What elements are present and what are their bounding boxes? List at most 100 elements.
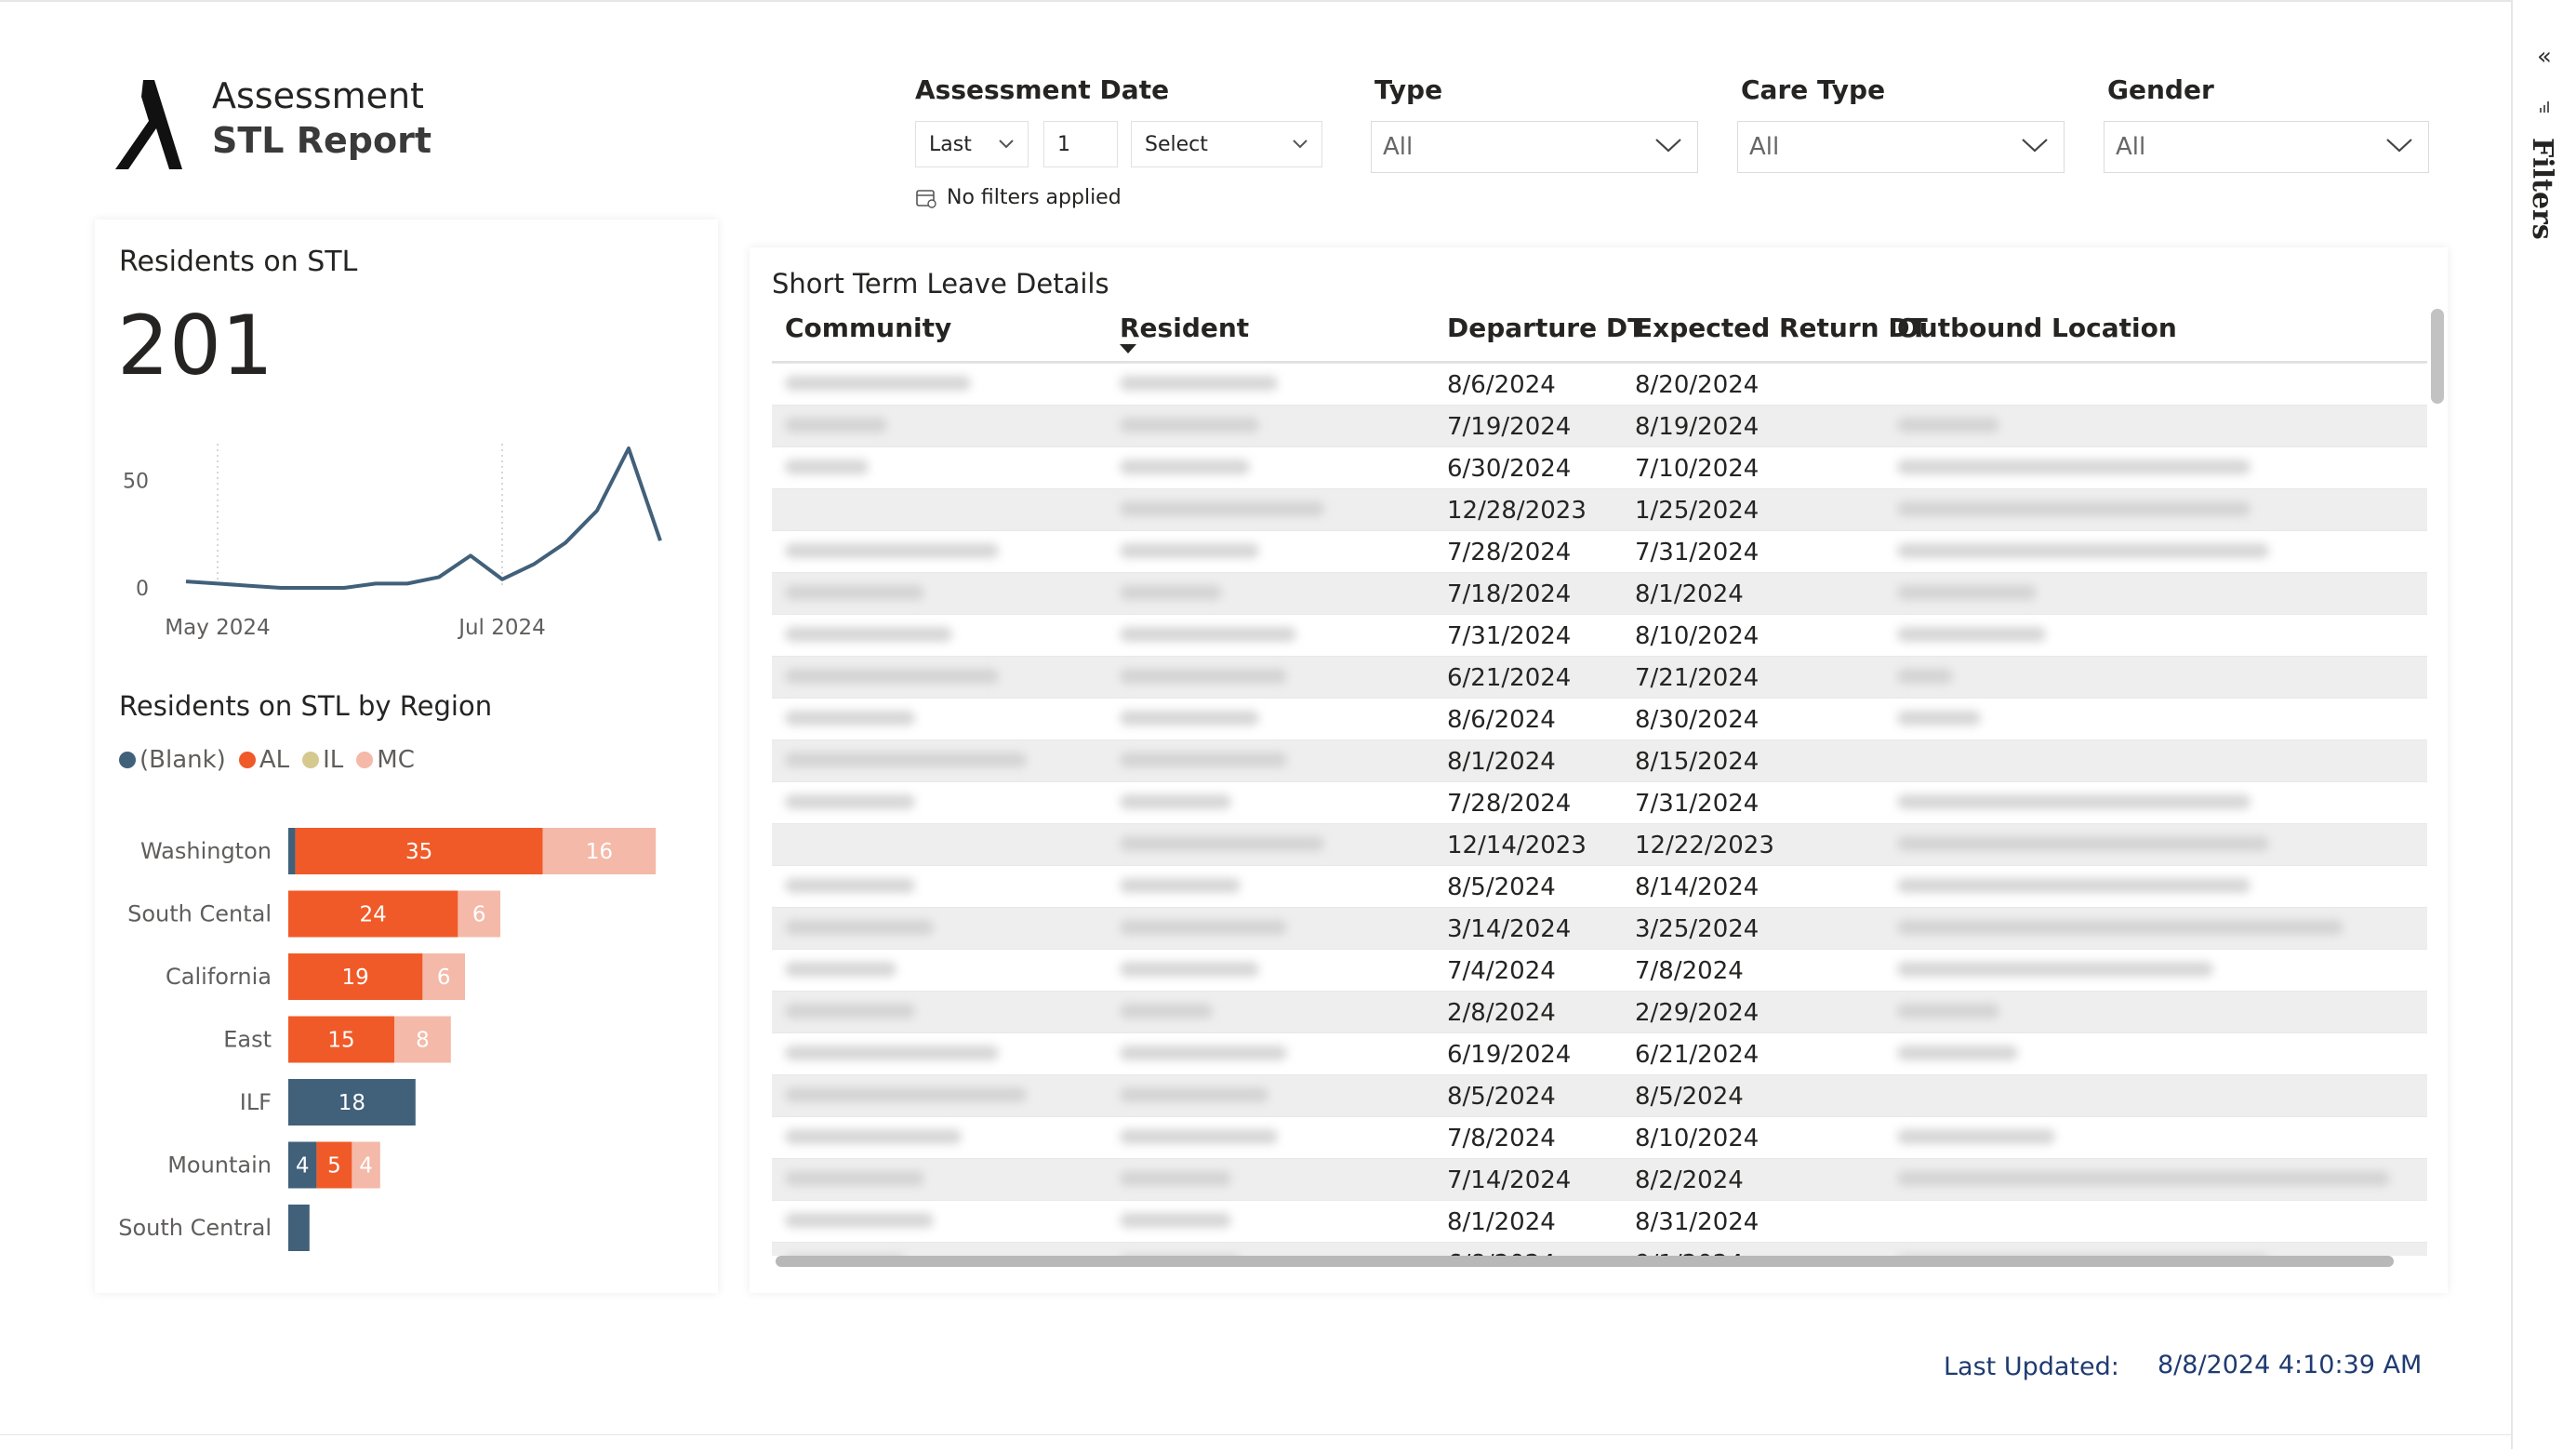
bar-segment-3[interactable] bbox=[394, 1016, 451, 1063]
relative-date-period-select[interactable]: Last bbox=[915, 121, 1029, 167]
bar-segment-3[interactable] bbox=[542, 828, 657, 874]
horizontal-scrollbar[interactable] bbox=[776, 1256, 2394, 1267]
kpi-value: 201 bbox=[117, 298, 273, 393]
table-row[interactable]: 8/6/2024 8/20/2024 bbox=[772, 363, 2427, 405]
table-row[interactable]: 7/8/2024 8/10/2024 bbox=[772, 1116, 2427, 1158]
table-row[interactable]: 8/5/2024 8/14/2024 bbox=[772, 865, 2427, 907]
table-row[interactable]: 2/8/2024 2/29/2024 bbox=[772, 991, 2427, 1032]
departure-dt-cell: 7/8/2024 bbox=[1447, 1125, 1556, 1152]
table-row[interactable]: 12/28/2023 1/25/2024 bbox=[772, 488, 2427, 530]
col-header-departure[interactable]: Departure DT bbox=[1447, 313, 1646, 343]
bar-segment-3[interactable] bbox=[352, 1141, 380, 1189]
redacted-location bbox=[1897, 460, 2251, 474]
vertical-scrollbar[interactable] bbox=[2431, 309, 2444, 404]
redacted-resident bbox=[1120, 376, 1278, 391]
filters-pane-label[interactable]: Filters bbox=[2526, 138, 2558, 240]
table-row[interactable]: 8/1/2024 8/15/2024 bbox=[772, 739, 2427, 781]
redacted-location bbox=[1897, 878, 2251, 893]
bar-segment-3[interactable] bbox=[458, 890, 500, 938]
redacted-resident bbox=[1120, 627, 1296, 642]
redacted-location bbox=[1897, 585, 2037, 600]
col-header-community[interactable]: Community bbox=[785, 313, 952, 343]
table-row[interactable]: 12/14/2023 12/22/2023 bbox=[772, 823, 2427, 865]
expected-return-dt-cell: 9/1/2024 bbox=[1635, 1250, 1744, 1256]
col-header-outbound-location[interactable]: Outbound Location bbox=[1897, 313, 2177, 343]
bar-segment-1[interactable] bbox=[295, 828, 543, 874]
bar-segment-1[interactable] bbox=[288, 890, 458, 938]
no-filters-text: No filters applied bbox=[947, 186, 1122, 209]
expected-return-dt-cell: 8/5/2024 bbox=[1635, 1083, 1744, 1111]
table-row[interactable]: 7/14/2024 8/2/2024 bbox=[772, 1158, 2427, 1200]
redacted-location bbox=[1897, 1129, 2055, 1144]
bar-segment-0[interactable] bbox=[288, 1079, 416, 1126]
redacted-location bbox=[1897, 1004, 1999, 1019]
region-category-label: California bbox=[166, 964, 272, 990]
redacted-community bbox=[785, 1087, 1027, 1102]
table-row[interactable]: 7/28/2024 7/31/2024 bbox=[772, 530, 2427, 572]
table-row[interactable]: 6/30/2024 7/10/2024 bbox=[772, 446, 2427, 488]
trend-line[interactable] bbox=[185, 446, 662, 590]
legend-item-mc[interactable]: MC bbox=[356, 746, 415, 774]
table-row[interactable]: 7/4/2024 7/8/2024 bbox=[772, 949, 2427, 991]
redacted-resident bbox=[1120, 794, 1231, 809]
departure-dt-cell: 7/4/2024 bbox=[1447, 957, 1556, 985]
table-row[interactable]: 8/6/2024 8/30/2024 bbox=[772, 698, 2427, 739]
relative-date-count-input[interactable]: 1 bbox=[1043, 121, 1118, 167]
bar-segment-3[interactable] bbox=[422, 953, 465, 1000]
table-row[interactable]: 7/31/2024 8/10/2024 bbox=[772, 614, 2427, 656]
double-chevron-left-icon[interactable]: « bbox=[2537, 43, 2552, 71]
y-tick-label: 0 bbox=[136, 578, 149, 601]
table-row[interactable]: 6/8/2024 9/1/2024 bbox=[772, 1242, 2427, 1256]
legend-label-il: IL bbox=[323, 746, 344, 774]
legend-dot-blank bbox=[119, 752, 136, 768]
legend-item-al[interactable]: AL bbox=[238, 746, 289, 774]
table-row[interactable]: 8/1/2024 8/31/2024 bbox=[772, 1200, 2427, 1242]
bar-segment-0[interactable] bbox=[288, 828, 296, 874]
legend-dot-al bbox=[238, 752, 256, 768]
care-type-value: All bbox=[1749, 133, 1780, 161]
bar-segment-0[interactable] bbox=[288, 1141, 317, 1189]
col-header-expected-return[interactable]: Expected Return DT bbox=[1635, 313, 1928, 343]
gender-dropdown[interactable]: All bbox=[2104, 121, 2429, 173]
table-row[interactable]: 6/21/2024 7/21/2024 bbox=[772, 656, 2427, 698]
legend-item-blank[interactable]: (Blank) bbox=[119, 746, 226, 774]
departure-dt-cell: 8/6/2024 bbox=[1447, 706, 1556, 734]
table-row[interactable]: 7/18/2024 8/1/2024 bbox=[772, 572, 2427, 614]
y-tick-label: 50 bbox=[123, 471, 149, 494]
departure-dt-cell: 6/8/2024 bbox=[1447, 1250, 1556, 1256]
care-type-label: Care Type bbox=[1741, 74, 1886, 105]
redacted-resident bbox=[1120, 836, 1324, 851]
type-dropdown[interactable]: All bbox=[1371, 121, 1698, 173]
redacted-location bbox=[1897, 1171, 2390, 1186]
bar-segment-0[interactable] bbox=[288, 1205, 310, 1251]
bar-data-label: 35 bbox=[405, 840, 432, 864]
kpi-title: Residents on STL bbox=[119, 246, 358, 278]
expected-return-dt-cell: 8/14/2024 bbox=[1635, 873, 1759, 901]
departure-dt-cell: 8/1/2024 bbox=[1447, 748, 1556, 776]
report-title: Assessment STL Report bbox=[212, 74, 432, 163]
region-category-label: Mountain bbox=[167, 1152, 272, 1179]
funnel-icon[interactable] bbox=[2539, 99, 2554, 121]
table-row[interactable]: 7/28/2024 7/31/2024 bbox=[772, 781, 2427, 823]
bar-data-label: 4 bbox=[359, 1154, 373, 1179]
redacted-resident bbox=[1120, 1171, 1231, 1186]
table-row[interactable]: 3/14/2024 3/25/2024 bbox=[772, 907, 2427, 949]
legend-item-il[interactable]: IL bbox=[302, 746, 343, 774]
table-row[interactable]: 7/19/2024 8/19/2024 bbox=[772, 405, 2427, 446]
bar-data-label: 8 bbox=[416, 1029, 430, 1053]
region-category-label: South Cental bbox=[127, 901, 272, 927]
bar-segment-1[interactable] bbox=[288, 1016, 394, 1063]
company-logo bbox=[115, 80, 182, 169]
table-row[interactable]: 6/19/2024 6/21/2024 bbox=[772, 1032, 2427, 1074]
bar-segment-1[interactable] bbox=[316, 1141, 352, 1189]
table-row[interactable]: 8/5/2024 8/5/2024 bbox=[772, 1074, 2427, 1116]
last-updated-label: Last Updated: bbox=[1944, 1352, 2119, 1381]
col-header-resident[interactable]: Resident bbox=[1120, 313, 1250, 343]
redacted-community bbox=[785, 1255, 906, 1256]
care-type-dropdown[interactable]: All bbox=[1737, 121, 2065, 173]
bar-segment-1[interactable] bbox=[288, 953, 423, 1000]
redacted-resident bbox=[1120, 1087, 1268, 1102]
relative-date-unit-select[interactable]: Select bbox=[1131, 121, 1322, 167]
redacted-resident bbox=[1120, 962, 1259, 977]
redacted-resident bbox=[1120, 920, 1287, 935]
